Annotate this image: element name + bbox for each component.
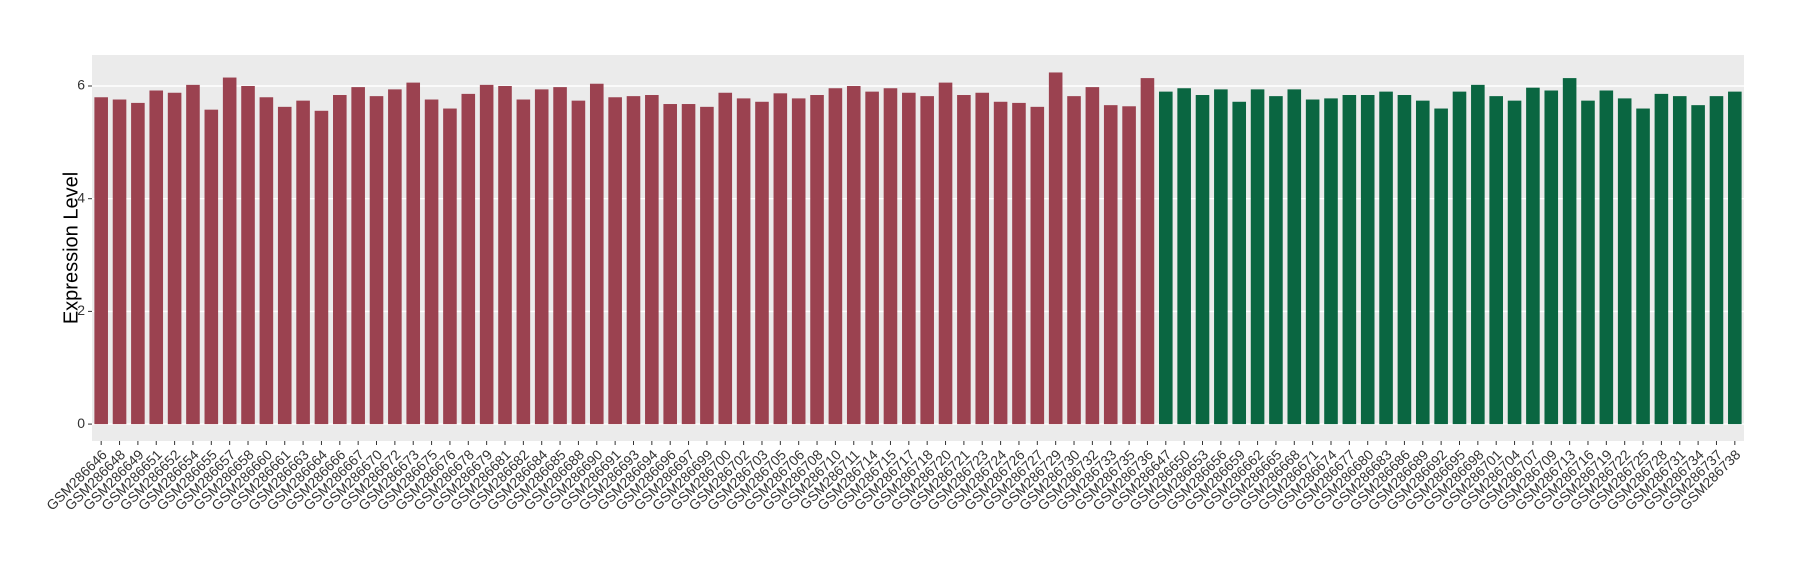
bar bbox=[369, 96, 384, 425]
bar bbox=[1452, 91, 1467, 425]
bar bbox=[1232, 101, 1247, 425]
bar bbox=[479, 84, 494, 425]
bar bbox=[975, 92, 990, 425]
bar bbox=[1195, 95, 1210, 425]
y-axis-label: Expression Level bbox=[60, 172, 82, 324]
bar bbox=[1269, 96, 1283, 425]
bar bbox=[1103, 105, 1118, 425]
y-tick-label: 6 bbox=[77, 77, 85, 93]
bar bbox=[810, 95, 824, 425]
bar bbox=[167, 92, 182, 425]
bar bbox=[1067, 96, 1081, 425]
bar bbox=[626, 96, 641, 425]
bar bbox=[498, 85, 512, 425]
bar bbox=[608, 97, 622, 425]
bar bbox=[516, 99, 531, 425]
bar bbox=[957, 95, 971, 425]
bar bbox=[920, 96, 934, 425]
bar bbox=[846, 85, 861, 425]
bar bbox=[663, 104, 677, 425]
bar bbox=[222, 77, 237, 425]
bar bbox=[1140, 78, 1155, 425]
bar bbox=[1324, 98, 1338, 425]
bar bbox=[1709, 96, 1724, 425]
bar bbox=[791, 98, 806, 425]
bar bbox=[589, 83, 604, 425]
bar bbox=[443, 108, 457, 425]
bar bbox=[1599, 90, 1614, 425]
bar bbox=[1030, 106, 1045, 425]
bar bbox=[534, 89, 549, 425]
bar bbox=[1617, 98, 1632, 425]
bar bbox=[461, 93, 476, 425]
bar bbox=[1728, 91, 1742, 425]
bar bbox=[241, 85, 255, 425]
bar bbox=[1471, 84, 1485, 425]
bar bbox=[571, 100, 586, 425]
bar bbox=[1581, 100, 1595, 425]
bar bbox=[204, 109, 219, 425]
bar bbox=[1397, 95, 1412, 425]
bar bbox=[1415, 100, 1430, 425]
bar bbox=[1360, 95, 1375, 425]
bar bbox=[131, 102, 145, 425]
y-tick-label: 4 bbox=[77, 189, 85, 205]
bar bbox=[883, 88, 898, 425]
bar bbox=[186, 84, 200, 425]
bar bbox=[1507, 100, 1522, 425]
bar bbox=[333, 95, 347, 425]
bar bbox=[94, 97, 108, 425]
bar bbox=[755, 101, 769, 425]
bar bbox=[1159, 91, 1173, 425]
bar bbox=[865, 91, 879, 425]
plot-panel bbox=[92, 55, 1744, 441]
bar bbox=[1305, 99, 1320, 425]
bar bbox=[993, 101, 1008, 425]
bar bbox=[718, 92, 733, 425]
bar bbox=[388, 89, 402, 425]
bar bbox=[938, 82, 953, 425]
bar bbox=[1012, 102, 1026, 425]
bar bbox=[1562, 78, 1577, 425]
bar bbox=[681, 104, 696, 425]
y-tick-label: 0 bbox=[77, 415, 85, 431]
bar bbox=[424, 99, 439, 425]
bar bbox=[149, 90, 164, 425]
bar bbox=[1287, 89, 1302, 425]
bar bbox=[1379, 91, 1393, 425]
bar bbox=[1177, 88, 1191, 425]
y-tick-label: 2 bbox=[77, 302, 85, 318]
bar bbox=[351, 87, 365, 425]
bar bbox=[645, 95, 659, 425]
bar bbox=[700, 106, 714, 425]
bar bbox=[1250, 89, 1265, 425]
bar bbox=[902, 92, 916, 425]
bar bbox=[736, 98, 751, 425]
bar bbox=[1434, 108, 1448, 425]
bar bbox=[277, 106, 292, 425]
bar bbox=[1085, 87, 1100, 425]
bar bbox=[1526, 87, 1540, 425]
bar bbox=[259, 97, 274, 425]
bar bbox=[1691, 105, 1705, 425]
bar bbox=[1654, 93, 1669, 425]
bar bbox=[406, 82, 421, 425]
bar bbox=[773, 93, 788, 425]
bar bbox=[112, 99, 127, 425]
bar bbox=[1544, 90, 1559, 425]
bar bbox=[296, 100, 310, 425]
bar bbox=[828, 88, 843, 425]
bar bbox=[1122, 106, 1136, 425]
bar bbox=[553, 87, 567, 425]
bar bbox=[1672, 96, 1687, 425]
bar bbox=[1489, 96, 1503, 425]
bar bbox=[1636, 108, 1650, 425]
bar bbox=[314, 110, 329, 425]
bar bbox=[1342, 95, 1357, 425]
bar bbox=[1048, 72, 1063, 425]
bar bbox=[1214, 89, 1228, 425]
